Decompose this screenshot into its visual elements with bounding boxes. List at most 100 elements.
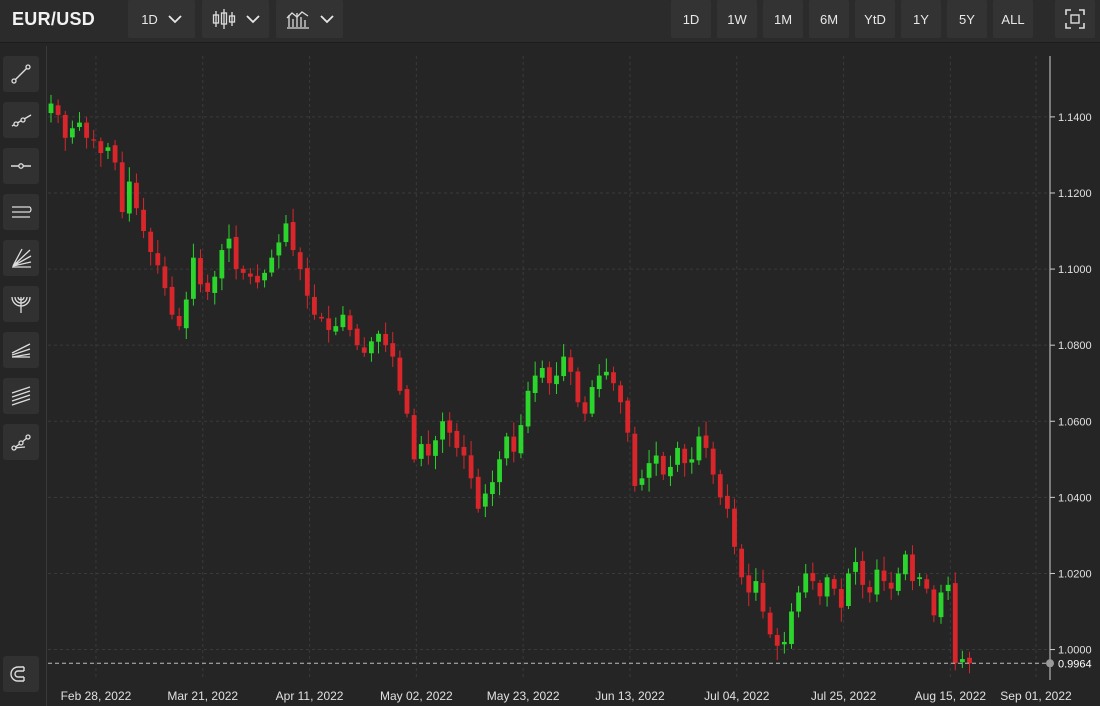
candle <box>739 544 745 585</box>
candle-body <box>169 286 175 315</box>
candle-body <box>191 257 196 299</box>
candle <box>290 208 296 257</box>
candle-body <box>532 375 538 394</box>
candle <box>347 309 353 337</box>
candle-body <box>732 508 737 547</box>
ray-tool[interactable] <box>3 102 39 138</box>
candle <box>860 551 866 599</box>
indicators-dropdown[interactable] <box>276 0 343 38</box>
candle <box>504 432 510 466</box>
range-button-all[interactable]: ALL <box>993 0 1033 38</box>
candle <box>525 381 531 434</box>
candle <box>191 243 196 306</box>
candle <box>340 306 346 331</box>
candle <box>945 576 951 600</box>
candle <box>846 568 851 610</box>
candle <box>418 436 424 467</box>
range-button-1m[interactable]: 1M <box>763 0 803 38</box>
candle-body <box>69 128 75 138</box>
interval-dropdown[interactable]: 1D <box>128 0 195 38</box>
candle <box>959 650 965 669</box>
candle-body <box>112 145 118 163</box>
candle <box>162 256 168 296</box>
pitchfork-tool[interactable] <box>3 332 39 368</box>
candle-body <box>475 476 481 509</box>
candle-body <box>290 222 296 251</box>
candle-body <box>739 548 745 578</box>
candle <box>824 574 830 607</box>
y-tick-label: 1.0400 <box>1058 492 1092 504</box>
candle <box>967 651 972 674</box>
candle <box>198 249 203 293</box>
candle-body <box>119 162 125 212</box>
candle <box>703 421 709 458</box>
x-tick-label: May 23, 2022 <box>487 689 560 703</box>
candle-body <box>810 573 816 582</box>
horizontal-line-tool[interactable] <box>3 148 39 184</box>
last-price-marker <box>1046 659 1054 668</box>
candle <box>326 305 332 343</box>
candle-body <box>796 592 801 612</box>
candle <box>119 151 125 219</box>
fullscreen-button[interactable] <box>1055 0 1095 38</box>
candle-body <box>333 326 339 332</box>
arc-tool[interactable] <box>3 286 39 322</box>
candle <box>696 426 702 465</box>
range-button-6m[interactable]: 6M <box>809 0 849 38</box>
fan-tool[interactable] <box>3 240 39 276</box>
candle-body <box>511 436 517 452</box>
candle-body <box>297 252 303 270</box>
candle-body <box>767 612 773 635</box>
range-button-1y[interactable]: 1Y <box>901 0 941 38</box>
candle <box>262 269 267 288</box>
range-button-1w[interactable]: 1W <box>717 0 757 38</box>
candle-body <box>561 356 567 377</box>
candle-body <box>632 433 638 486</box>
candle-body <box>931 589 937 616</box>
parallel-channel-tool[interactable] <box>3 194 39 230</box>
chart-type-dropdown[interactable] <box>202 0 269 38</box>
candle-body <box>212 276 218 293</box>
candle-body <box>910 554 915 582</box>
x-tick-label: Jul 25, 2022 <box>811 689 877 703</box>
candle <box>454 423 460 457</box>
candle-body <box>490 482 495 495</box>
candle <box>212 270 218 305</box>
candle-body <box>639 478 645 485</box>
trend-line-tool[interactable] <box>3 56 39 92</box>
x-tick-label: Sep 01, 2022 <box>1000 689 1072 703</box>
candle-body <box>397 357 403 391</box>
path-tool[interactable] <box>3 424 39 460</box>
candle <box>233 225 239 280</box>
candle <box>155 240 161 274</box>
candle-body <box>874 569 880 595</box>
candle <box>411 408 417 463</box>
magnet-tool[interactable] <box>3 656 39 692</box>
ray-icon <box>11 114 32 127</box>
range-button-5y[interactable]: 5Y <box>947 0 987 38</box>
candle-body <box>831 579 837 589</box>
range-button-ytd[interactable]: YtD <box>855 0 895 38</box>
candle <box>84 116 89 149</box>
range-button-1d[interactable]: 1D <box>671 0 711 38</box>
candle <box>440 412 445 453</box>
pitchfork-icon <box>11 343 31 358</box>
candle-body <box>276 242 282 256</box>
candle-body <box>354 328 360 346</box>
y-tick-label: 1.1400 <box>1058 112 1092 124</box>
candle-body <box>312 296 317 315</box>
parallel-channel-icon <box>12 206 32 218</box>
fibonacci-tool[interactable] <box>3 378 39 414</box>
interval-label: 1D <box>141 11 158 27</box>
candle <box>952 572 958 671</box>
candle-body <box>240 268 246 273</box>
candle-body <box>148 231 154 252</box>
candle <box>461 434 467 469</box>
candle <box>276 234 282 269</box>
candle <box>518 414 524 459</box>
candle <box>803 563 809 598</box>
candle <box>767 606 773 638</box>
candle-body <box>959 659 965 663</box>
candle-body <box>746 575 752 593</box>
